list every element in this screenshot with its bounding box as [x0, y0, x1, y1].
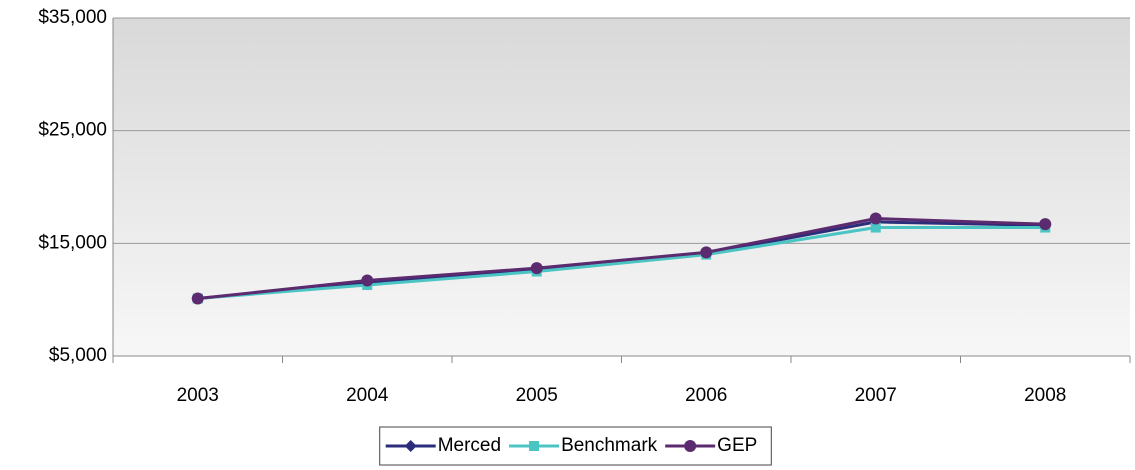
marker: [700, 246, 713, 259]
legend: Merced Benchmark GEP: [385, 435, 757, 456]
y-tick-label: $35,000: [38, 7, 107, 28]
y-tick-label: $5,000: [49, 345, 107, 366]
marker: [870, 222, 881, 233]
marker: [1039, 218, 1052, 231]
marker: [191, 292, 204, 305]
marker: [361, 274, 374, 287]
marker: [404, 440, 417, 452]
y-tick-label: $25,000: [38, 120, 107, 141]
x-tick-label: 2004: [346, 385, 389, 406]
x-tick-label: 2003: [177, 385, 219, 406]
marker: [684, 440, 697, 452]
series-line: [197, 226, 1046, 301]
x-tick-label: 2005: [516, 385, 558, 406]
x-tick-label: 2006: [685, 385, 727, 406]
y-tick-label: $15,000: [38, 232, 107, 253]
marker: [530, 262, 543, 275]
marker: [869, 212, 882, 225]
series-line: [197, 217, 1046, 301]
marker: [529, 441, 540, 451]
x-tick-label: 2008: [1024, 385, 1066, 406]
x-tick-label: 2007: [855, 385, 897, 406]
legend-label: Merced: [438, 435, 501, 456]
legend-label: GEP: [717, 435, 757, 456]
plot-area: [113, 18, 1130, 356]
legend-label: Benchmark: [561, 435, 658, 456]
